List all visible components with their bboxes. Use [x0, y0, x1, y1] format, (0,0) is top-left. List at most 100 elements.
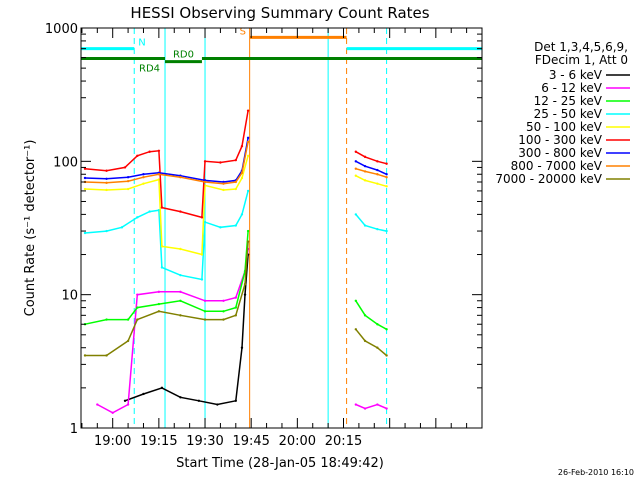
series-line-100-300-kev-1	[355, 151, 387, 165]
series-point-7000-20000-kev-5	[179, 314, 182, 317]
y-tick-label-10: 10	[61, 289, 78, 304]
y-tick-label-1000: 1000	[45, 22, 78, 37]
series-point-3-6-kev-3	[179, 396, 182, 399]
series-point-100-300-kev-4	[148, 150, 151, 153]
series-point-12-25-kev-7	[222, 310, 225, 313]
series-point-3-6-kev-8	[243, 293, 247, 296]
series-point-6-12-kev-14	[385, 407, 388, 410]
legend-header-line-1: Det 1,3,4,5,6,9,	[534, 40, 628, 54]
series-point-50-100-kev-16	[385, 185, 388, 188]
series-point-100-300-kev-9	[203, 160, 207, 163]
series-point-300-800-kev-7	[222, 180, 225, 184]
series-point-800-7000-kev-10	[246, 140, 250, 144]
series-point-7000-20000-kev-13	[376, 346, 379, 349]
x-tick-label-20-00: 20:00	[279, 434, 316, 449]
series-point-25-50-kev-5	[157, 209, 161, 212]
legend-label-12-25-kev: 12 - 25 keV	[534, 94, 603, 108]
series-point-100-300-kev-14	[354, 150, 358, 153]
series-point-800-7000-kev-13	[376, 173, 379, 176]
series-point-7000-20000-kev-10	[246, 240, 250, 243]
series-point-12-25-kev-11	[354, 299, 358, 302]
chart-marks: N S RD0 RD4	[81, 26, 482, 428]
series-point-300-800-kev-14	[385, 173, 388, 176]
series-point-300-800-kev-10	[246, 136, 250, 140]
series-point-50-100-kev-9	[222, 188, 225, 192]
series-point-25-50-kev-8	[200, 278, 204, 281]
series-point-25-50-kev-16	[376, 227, 379, 231]
x-tick-label-19-30: 19:30	[186, 434, 223, 449]
series-point-300-800-kev-11	[354, 160, 358, 163]
series-point-300-800-kev-3	[142, 173, 145, 176]
series-point-6-12-kev-7	[222, 299, 225, 302]
legend-label-6-12-kev: 6 - 12 keV	[541, 81, 603, 95]
series-point-12-25-kev-3	[136, 306, 139, 309]
series-point-7000-20000-kev-14	[385, 354, 388, 357]
series-point-6-12-kev-1	[111, 411, 114, 415]
x-axis-label: Start Time (28-Jan-05 18:49:42)	[176, 456, 384, 471]
series-point-800-7000-kev-4	[157, 173, 161, 176]
series-point-3-6-kev-2	[160, 386, 164, 390]
legend: Det 1,3,4,5,6,9, FDecim 1, Att 0 3 - 6 k…	[495, 40, 630, 186]
series-point-12-25-kev-12	[363, 314, 367, 317]
series-point-100-300-kev-13	[246, 109, 250, 112]
series-point-300-800-kev-1	[105, 177, 108, 180]
legend-label-50-100-kev: 50 - 100 keV	[526, 120, 603, 134]
series-point-25-50-kev-12	[240, 213, 244, 216]
series-point-100-300-kev-5	[157, 149, 161, 152]
series-point-7000-20000-kev-3	[136, 318, 139, 321]
series-line-300-800-kev-1	[355, 160, 387, 175]
series-point-25-50-kev-3	[136, 216, 139, 219]
series-line-25-50-kev-0	[84, 190, 249, 281]
legend-label-25-50-kev: 25 - 50 keV	[534, 107, 603, 121]
legend-label-800-7000-kev: 800 - 7000 keV	[511, 159, 603, 173]
series-point-800-7000-kev-9	[240, 171, 244, 175]
series-point-6-12-kev-12	[363, 407, 367, 410]
series-point-3-6-kev-4	[197, 399, 201, 402]
series-point-7000-20000-kev-0	[83, 354, 87, 357]
series-point-7000-20000-kev-1	[105, 354, 108, 357]
series-point-100-300-kev-17	[385, 162, 388, 165]
series-point-25-50-kev-9	[203, 220, 207, 224]
series-point-6-12-kev-5	[179, 290, 182, 294]
series-point-100-300-kev-8	[200, 216, 204, 219]
series-point-100-300-kev-15	[363, 155, 367, 159]
flag-label-rd4: RD4	[139, 64, 160, 75]
series-point-3-6-kev-0	[123, 399, 127, 402]
series-point-6-12-kev-13	[376, 403, 379, 406]
series-point-7000-20000-kev-7	[222, 318, 225, 321]
series-point-50-100-kev-6	[179, 247, 182, 251]
series-point-50-100-kev-15	[376, 182, 379, 185]
series-point-25-50-kev-0	[83, 231, 87, 235]
series-point-25-50-kev-4	[148, 210, 151, 213]
flag-label-rd0: RD0	[173, 50, 194, 61]
series-point-100-300-kev-12	[240, 144, 244, 148]
series-point-800-7000-kev-7	[222, 182, 225, 185]
series-point-800-7000-kev-12	[363, 170, 367, 173]
series-point-50-100-kev-12	[246, 154, 250, 158]
series-point-25-50-kev-14	[354, 213, 358, 216]
series-point-800-7000-kev-14	[385, 176, 388, 179]
x-tick-label-19-45: 19:45	[232, 434, 269, 449]
series-point-25-50-kev-13	[246, 189, 250, 193]
series-point-12-25-kev-5	[179, 299, 182, 302]
series-point-6-12-kev-11	[354, 403, 358, 406]
series-point-50-100-kev-7	[200, 253, 204, 256]
series-point-300-800-kev-2	[126, 176, 130, 179]
series-line-100-300-kev-0	[84, 110, 249, 219]
series-point-7000-20000-kev-11	[354, 328, 358, 331]
series-point-25-50-kev-17	[385, 229, 388, 233]
series-point-100-300-kev-6	[160, 206, 164, 209]
series-point-12-25-kev-4	[157, 302, 161, 306]
series-point-6-12-kev-4	[157, 290, 161, 294]
series-point-3-6-kev-5	[216, 403, 219, 406]
series-point-50-100-kev-11	[240, 176, 244, 180]
series-point-50-100-kev-13	[354, 174, 358, 177]
series-point-12-25-kev-10	[246, 229, 250, 233]
legend-label-7000-20000-kev: 7000 - 20000 keV	[495, 172, 602, 186]
series-point-100-300-kev-2	[123, 166, 127, 169]
series-point-3-6-kev-1	[142, 392, 145, 396]
series-point-50-100-kev-0	[83, 187, 87, 191]
series-point-12-25-kev-8	[234, 306, 237, 309]
series-point-25-50-kev-1	[105, 229, 108, 233]
series-point-12-25-kev-13	[376, 323, 379, 326]
